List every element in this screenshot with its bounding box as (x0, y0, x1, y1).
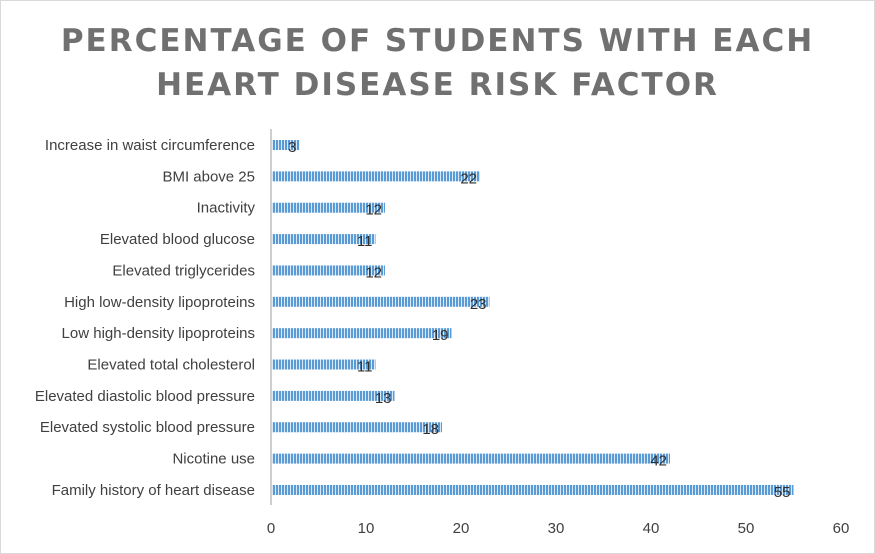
bar (272, 453, 670, 464)
data-label: 22 (460, 170, 477, 187)
data-label: 19 (432, 327, 449, 344)
chart-title-line-1: PERCENTAGE OF STUDENTS WITH EACH (60, 23, 815, 59)
category-labels: Increase in waist circumference BMI above… (35, 137, 256, 499)
category-label: Elevated total cholesterol (87, 357, 255, 374)
data-label: 55 (774, 484, 791, 501)
category-label: Inactivity (197, 200, 256, 217)
data-label: 12 (365, 264, 382, 281)
x-tick-label: 0 (267, 520, 275, 537)
data-label: 11 (357, 359, 373, 376)
bar (272, 390, 395, 401)
bar (272, 484, 794, 495)
chart-title: PERCENTAGE OF STUDENTS WITH EACH HEART D… (1, 19, 874, 107)
category-label: Elevated blood glucose (100, 231, 255, 248)
data-label: 13 (375, 390, 392, 407)
x-tick-label: 20 (453, 520, 470, 537)
category-label: Increase in waist circumference (45, 137, 255, 154)
chart-title-line-2: HEART DISEASE RISK FACTOR (156, 67, 719, 103)
x-axis-tick-labels: 0 10 20 30 40 50 60 (267, 520, 850, 537)
data-label: 18 (422, 421, 439, 438)
bar (272, 202, 385, 213)
x-tick-label: 50 (738, 520, 755, 537)
data-label: 11 (357, 233, 373, 250)
category-label: Elevated systolic blood pressure (40, 419, 255, 436)
category-label: Family history of heart disease (52, 482, 255, 499)
bar (272, 265, 385, 276)
x-tick-label: 60 (833, 520, 850, 537)
x-tick-label: 10 (358, 520, 375, 537)
bar (272, 140, 300, 150)
x-tick-label: 40 (643, 520, 660, 537)
bar (272, 422, 442, 433)
bar (272, 171, 480, 182)
data-label: 12 (365, 202, 382, 219)
x-tick-label: 30 (548, 520, 565, 537)
category-label: BMI above 25 (162, 168, 255, 185)
category-label: Elevated diastolic blood pressure (35, 388, 255, 405)
category-label: Elevated triglycerides (112, 262, 255, 279)
bars-layer (272, 140, 794, 495)
bar (272, 234, 376, 245)
category-label: Nicotine use (172, 451, 255, 468)
bar (272, 359, 376, 370)
bar (272, 328, 452, 339)
bar (272, 296, 490, 307)
data-label: 3 (288, 139, 296, 156)
data-label: 23 (470, 296, 487, 313)
category-label: Low high-density lipoproteins (62, 325, 255, 342)
category-label: High low-density lipoproteins (64, 294, 255, 311)
data-label: 42 (650, 453, 667, 470)
